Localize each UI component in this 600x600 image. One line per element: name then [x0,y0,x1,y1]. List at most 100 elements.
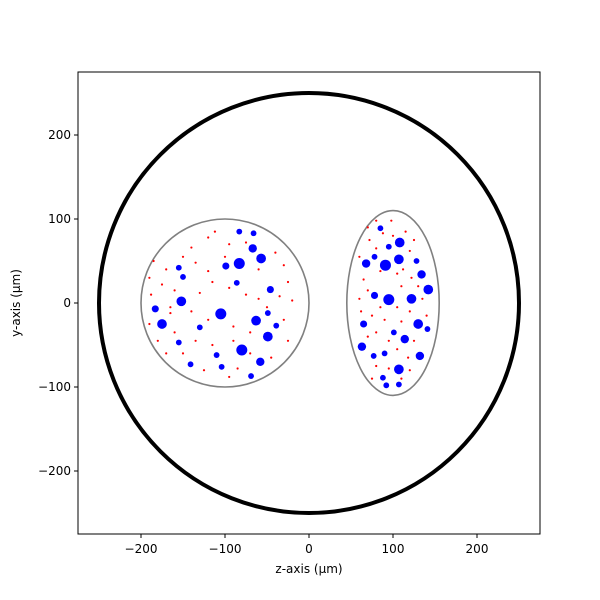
y-tick-label: −100 [38,380,71,394]
large-particle-point [395,381,402,388]
x-tick-label: −100 [209,542,242,556]
small-particle-point [282,264,285,267]
large-particle-point [413,258,420,264]
small-particle-point [425,314,428,317]
x-tick-label: 0 [305,542,313,556]
small-particle-point [207,269,210,273]
small-particle-point [194,261,197,264]
small-particle-point [375,247,378,250]
small-particle-point [383,318,386,321]
small-particle-point [169,311,172,315]
small-particle-point [211,343,214,347]
small-particle-point [207,236,210,239]
small-particle-point [148,322,151,326]
small-particle-point [368,238,371,242]
small-particle-point [286,280,290,284]
small-particle-point [244,293,248,296]
large-particle-point [256,357,265,366]
small-particle-point [236,367,239,370]
large-particle-point [394,364,404,375]
small-particle-point [375,364,378,368]
small-particle-point [286,339,290,342]
small-particle-point [366,289,369,292]
large-particle-point [415,351,425,361]
small-particle-point [282,318,285,321]
large-particle-point [215,308,227,320]
large-particle-point [423,284,434,295]
y-tick-label: −200 [38,464,71,478]
large-particle-point [157,319,167,329]
large-particle-point [406,293,417,304]
small-particle-point [358,297,361,300]
small-particle-point [400,285,403,288]
large-particle-point [180,274,186,280]
large-particle-point [175,339,182,346]
x-tick-label: 100 [382,542,405,556]
large-particle-point [233,279,240,286]
small-particle-point [417,285,420,288]
small-particle-point [244,241,248,244]
small-particle-point [400,377,403,380]
small-particle-point [400,320,403,323]
small-particle-point [387,339,390,342]
small-particle-point [249,352,252,355]
small-particle-point [249,331,252,334]
small-particle-point [366,226,369,229]
small-particle-point [198,291,201,295]
small-particle-point [396,306,399,309]
region-outline-1 [140,218,310,388]
region-outline-2 [345,209,440,397]
large-particle-point [371,253,378,260]
large-particle-point [266,286,274,294]
small-particle-point [181,352,185,355]
large-particle-point [361,259,371,268]
small-particle-point [148,276,151,279]
y-axis-label: y-axis (µm) [9,269,23,337]
small-particle-point [391,234,395,237]
large-particle-point [390,329,397,336]
small-particle-point [173,331,176,334]
y-axis-ticks: −200 −100 0 100 200 [38,128,78,478]
large-particle-point [417,270,426,279]
large-particle-point [360,320,368,328]
small-particle-point [223,255,227,258]
small-particle-point [181,255,185,258]
large-particle-point [370,291,379,299]
small-particle-point [228,375,231,379]
large-particle-point [176,296,187,307]
small-particle-point [410,276,413,279]
large-particle-point [236,228,243,235]
large-particle-point [250,230,257,237]
large-particle-point [248,373,254,379]
x-axis-ticks: −200 −100 0 100 200 [125,534,488,556]
y-tick-label: 200 [48,128,71,142]
small-particle-point [407,356,410,359]
small-particle-point [359,310,363,313]
large-particle-point [383,382,390,389]
large-particle-point [262,331,273,342]
large-particle-point [256,253,266,264]
small-particle-point [169,306,172,309]
large-particle-point [380,374,386,381]
plot-area [97,91,521,515]
small-particle-point [408,249,411,253]
small-particle-point [412,238,416,242]
x-tick-label: −200 [125,542,158,556]
large-particle-point [379,259,391,271]
large-particle-point [424,326,431,332]
small-particle-point [412,339,416,342]
large-particle-point [196,324,203,331]
small-particle-point [156,339,159,342]
large-particle-point [218,363,225,370]
small-particle-point [381,232,385,235]
small-particle-point [396,272,399,275]
small-particle-point [165,268,168,271]
small-particle-point [228,243,231,246]
large-particle-point [385,243,392,250]
small-particle-point [408,310,411,313]
large-particle-point [357,342,367,351]
y-tick-label: 0 [63,296,71,310]
small-particle-point [366,335,369,338]
